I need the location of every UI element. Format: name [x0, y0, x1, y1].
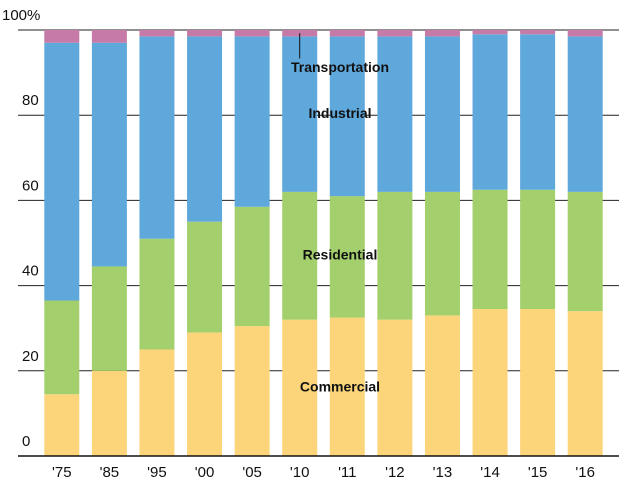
bar-segment — [139, 349, 175, 456]
bar-segment — [472, 189, 508, 310]
x-tick-label: '00 — [195, 464, 215, 481]
x-tick-label: '11 — [338, 464, 356, 481]
bar-segment — [424, 315, 460, 456]
bar-segment — [377, 30, 413, 37]
bar-segment — [91, 370, 127, 456]
bar-segment — [44, 300, 80, 395]
bar-segment — [234, 326, 270, 456]
bar-segment — [44, 394, 80, 456]
x-tick-label: '15 — [528, 464, 548, 481]
bar-segment — [139, 30, 175, 37]
bar-segment — [329, 36, 365, 197]
y-tick-label: 80 — [22, 92, 39, 109]
bar-segment — [187, 30, 223, 37]
y-tick-label: 100% — [2, 7, 40, 24]
bar-segment — [282, 36, 318, 192]
bar-segment — [329, 196, 365, 318]
bar-segment — [187, 332, 223, 456]
y-tick-label: 0 — [22, 433, 30, 450]
series-label: Transportation — [291, 59, 389, 75]
bar-segment — [567, 30, 603, 37]
bar-segment — [424, 36, 460, 192]
bar-segment — [139, 36, 175, 239]
bar-segment — [329, 317, 365, 456]
bar-segment — [472, 30, 508, 35]
x-tick-label: '16 — [575, 464, 595, 481]
x-tick-label: '05 — [242, 464, 262, 481]
bar-segment — [234, 36, 270, 207]
bar-segment — [329, 30, 365, 37]
bar-segment — [377, 191, 413, 320]
y-tick-label: 60 — [22, 177, 39, 194]
bar-segment — [520, 189, 556, 310]
bar-segment — [187, 221, 223, 333]
y-tick-label: 20 — [22, 348, 39, 365]
bar-segment — [91, 266, 127, 371]
x-tick-label: '95 — [147, 464, 167, 481]
bar-segment — [567, 311, 603, 456]
bar-segment — [187, 36, 223, 222]
x-tick-label: '14 — [480, 464, 500, 481]
bar-segment — [44, 42, 80, 301]
bar-segment — [44, 30, 80, 43]
x-tick-label: '12 — [385, 464, 405, 481]
x-tick-label: '75 — [52, 464, 72, 481]
bar-segment — [472, 34, 508, 190]
bar-segment — [424, 30, 460, 37]
bar-segment — [234, 206, 270, 327]
y-tick-label: 40 — [22, 263, 39, 280]
series-label: Commercial — [300, 379, 380, 395]
bar-segment — [520, 309, 556, 456]
bar-segment — [91, 30, 127, 43]
bar-segment — [377, 36, 413, 192]
series-label: Industrial — [308, 105, 371, 121]
bar-segment — [424, 191, 460, 316]
bar-segment — [520, 30, 556, 35]
bar-segment — [520, 34, 556, 190]
bar-segment — [282, 319, 318, 456]
bar-segment — [282, 191, 318, 320]
x-tick-label: '10 — [290, 464, 310, 481]
bar-segment — [377, 319, 413, 456]
series-label: Residential — [303, 246, 378, 262]
bar-segment — [567, 191, 603, 312]
x-tick-label: '13 — [433, 464, 453, 481]
bar-segment — [472, 309, 508, 456]
bar-segment — [567, 36, 603, 192]
x-tick-label: '85 — [100, 464, 120, 481]
bar-segment — [139, 238, 175, 350]
bar-segment — [234, 30, 270, 37]
bar-segment — [91, 42, 127, 267]
